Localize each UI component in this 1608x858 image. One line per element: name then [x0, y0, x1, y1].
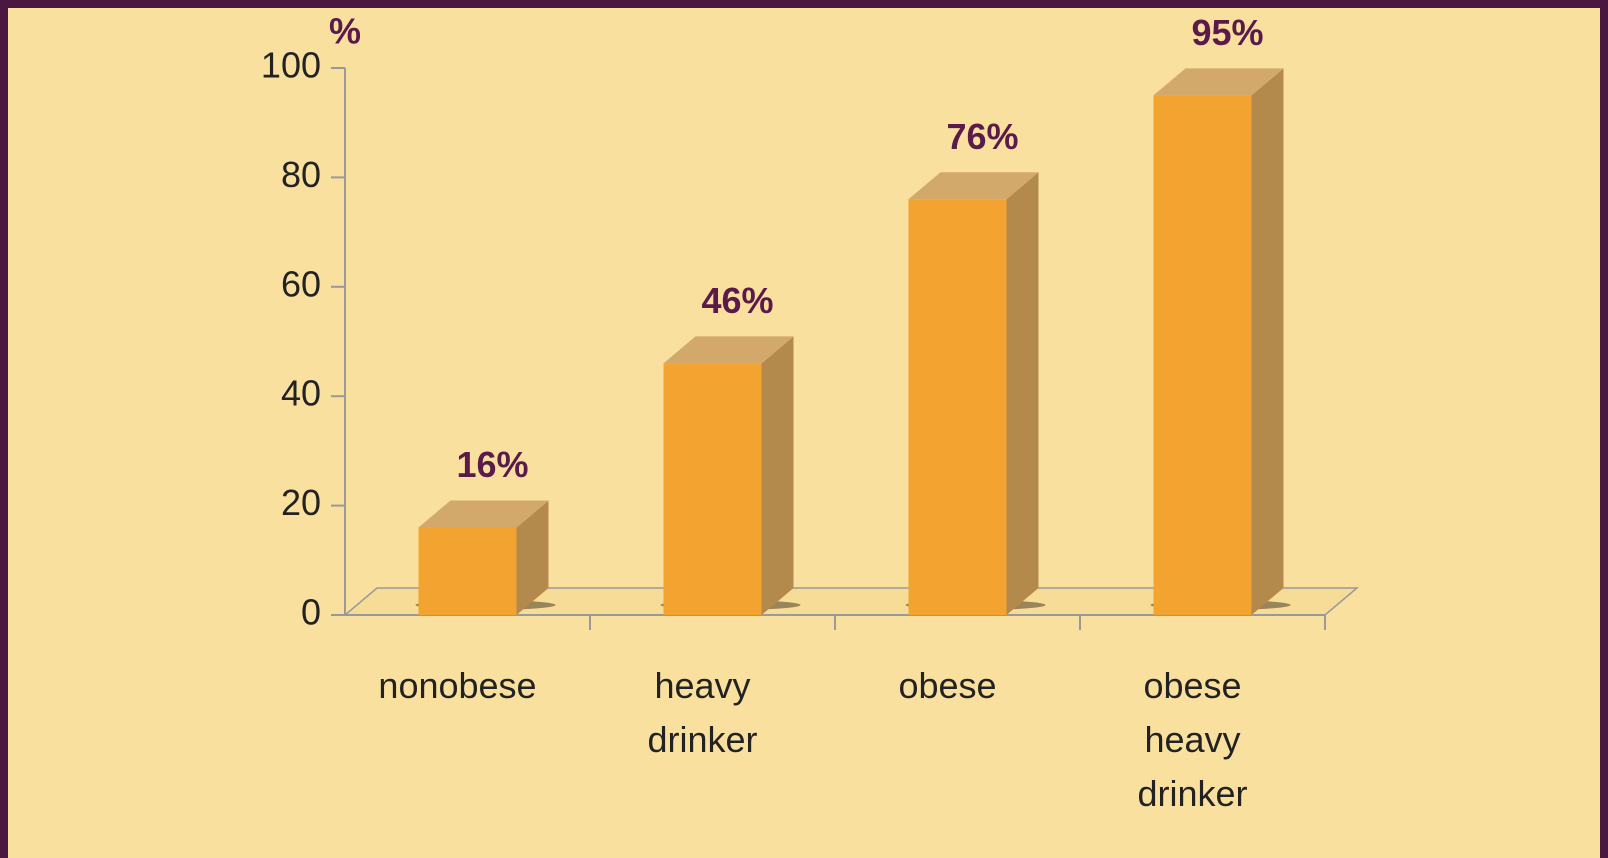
- bar: [418, 527, 517, 615]
- x-tick-label: heavy drinker: [647, 665, 757, 760]
- x-tick-label: obese: [898, 665, 996, 706]
- bar: [1153, 95, 1252, 616]
- bar-side: [516, 500, 549, 615]
- x-tick-label: nonobese: [378, 665, 536, 706]
- y-tick-label: 40: [281, 373, 321, 414]
- bar-top: [418, 500, 549, 528]
- bar-top: [663, 336, 794, 364]
- y-axis-label: %: [329, 11, 361, 52]
- bar-top: [1153, 68, 1284, 96]
- y-tick-label: 60: [281, 263, 321, 304]
- data-label: 95%: [1191, 12, 1263, 53]
- data-label: 46%: [701, 280, 773, 321]
- y-tick-label: 80: [281, 154, 321, 195]
- bar-side: [761, 336, 794, 615]
- data-label: 16%: [456, 444, 528, 485]
- data-label: 76%: [946, 116, 1018, 157]
- y-tick-label: 0: [301, 592, 321, 633]
- bar-top: [908, 172, 1039, 200]
- bar: [663, 363, 762, 615]
- chart-background: [8, 8, 1600, 858]
- bar-side: [1251, 68, 1284, 616]
- bar-side: [1006, 172, 1039, 615]
- bar: [908, 199, 1007, 615]
- y-tick-label: 20: [281, 482, 321, 523]
- y-tick-label: 100: [261, 45, 321, 86]
- x-tick-label: obese heavy drinker: [1137, 665, 1247, 814]
